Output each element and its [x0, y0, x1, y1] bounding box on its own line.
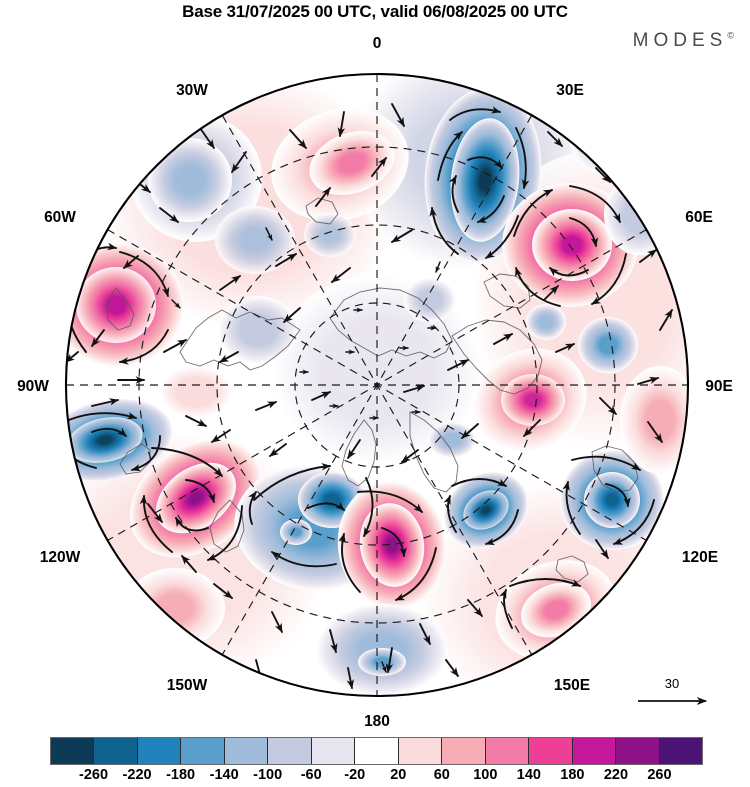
graticule: [66, 74, 688, 696]
colorbar-swatch: [224, 738, 269, 764]
colorbar-tick: -180: [166, 767, 196, 783]
colorbar-swatch: [616, 738, 660, 764]
colorbar-swatch: [181, 738, 225, 764]
lon-label-120W: 120W: [40, 549, 81, 566]
colorbar-swatch: [355, 738, 399, 764]
lon-label-90W: 90W: [17, 378, 49, 395]
wind-vectors-small: [171, 227, 441, 673]
coastlines: [105, 197, 639, 583]
registered-mark-icon: ©: [727, 30, 734, 41]
longitude-labels: 0 30E 60E 90E 120E 150E 180 150W 120W 90…: [17, 35, 733, 730]
colorbar-tick: -140: [209, 767, 239, 783]
page-title: Base 31/07/2025 00 UTC, valid 06/08/2025…: [182, 2, 568, 21]
lon-label-60E: 60E: [685, 209, 713, 226]
modes-logo: MODES©: [633, 30, 734, 52]
colorbar-swatch: [442, 738, 486, 764]
map-field: [66, 74, 688, 696]
colorbar-swatch: [572, 738, 617, 764]
wind-vectors: [66, 103, 683, 689]
colorbar-tick: 180: [560, 767, 585, 783]
colorbar-swatch: [94, 738, 138, 764]
colorbar: -260 -220 -180 -140 -100 -60 -20 20 60 100 140 180 2…: [0, 735, 750, 783]
colorbar-tick: 220: [603, 767, 629, 783]
lon-label-150W: 150W: [167, 677, 208, 694]
lon-label-120E: 120E: [682, 549, 718, 566]
reference-vector-arrow-icon: [638, 696, 708, 706]
colorbar-swatches: [50, 737, 703, 765]
colorbar-swatch: [529, 738, 573, 764]
lon-label-150E: 150E: [554, 677, 590, 694]
colorbar-tick: -220: [122, 767, 152, 783]
colorbar-swatch: [659, 738, 703, 764]
colorbar-tick: -60: [300, 767, 322, 783]
colorbar-tick-labels: -260 -220 -180 -140 -100 -60 -20 20 60 100 140 180 2…: [0, 767, 750, 787]
lon-label-30W: 30W: [176, 82, 208, 99]
globe-outline: [64, 72, 690, 698]
lon-label-180: 180: [364, 713, 390, 730]
lon-label-90E: 90E: [705, 378, 733, 395]
colorbar-tick: -20: [344, 767, 366, 783]
colorbar-swatch: [398, 738, 443, 764]
lon-label-60W: 60W: [44, 209, 76, 226]
colorbar-tick: -100: [253, 767, 283, 783]
colorbar-swatch: [137, 738, 182, 764]
reference-vector: 30: [636, 676, 736, 710]
colorbar-tick: -260: [79, 767, 109, 783]
colorbar-tick: 60: [433, 767, 450, 783]
polar-stereographic-map: 0 30E 60E 90E 120E 150E 180 150W 120W 90…: [17, 35, 733, 730]
colorbar-tick: 20: [390, 767, 407, 783]
colorbar-swatch: [311, 738, 356, 764]
colorbar-swatch: [485, 738, 530, 764]
lon-label-0: 0: [373, 35, 382, 52]
colorbar-tick: 140: [516, 767, 541, 783]
lon-label-30E: 30E: [556, 82, 584, 99]
colorbar-swatch: [268, 738, 312, 764]
colorbar-tick: 100: [473, 767, 498, 783]
colorbar-tick: 260: [647, 767, 672, 783]
colorbar-swatch: [51, 738, 95, 764]
reference-vector-label: 30: [664, 676, 680, 691]
brand-text: MODES: [632, 30, 728, 51]
